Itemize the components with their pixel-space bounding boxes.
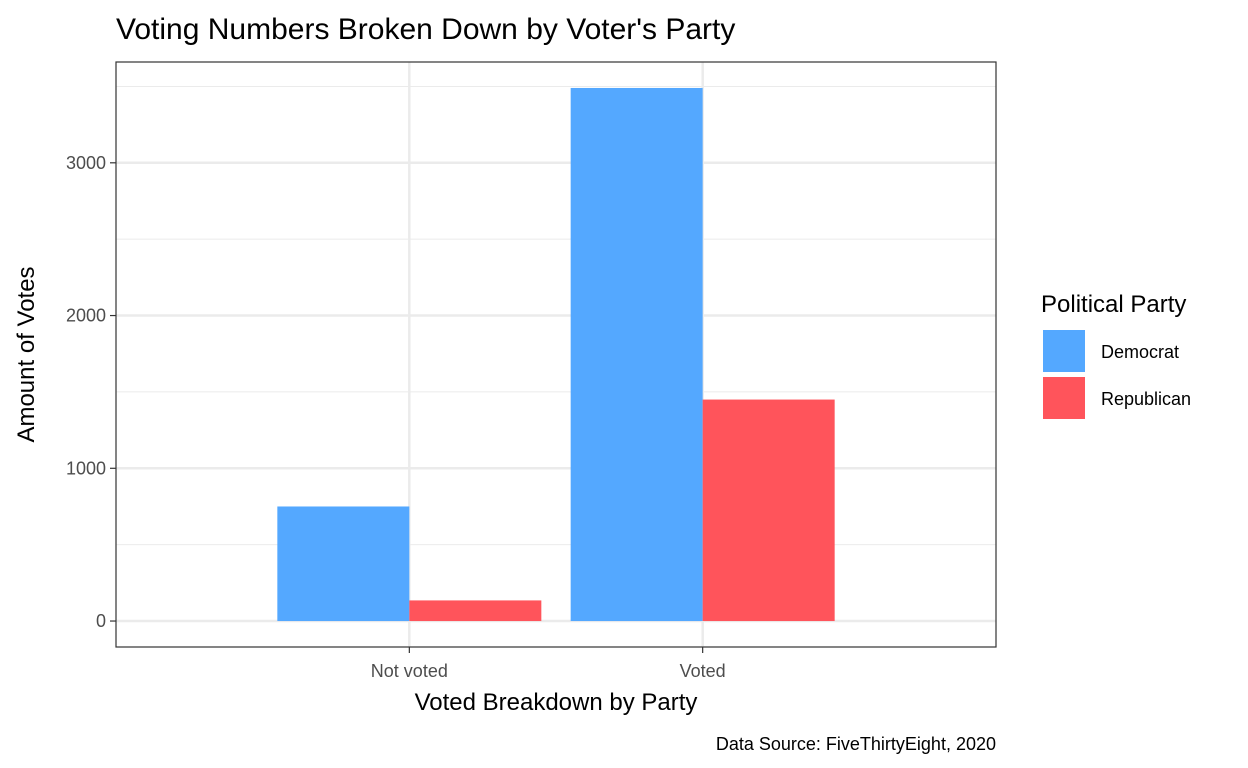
legend-items: Democrat Republican: [1043, 330, 1191, 419]
legend: Political Party Democrat Republican: [1041, 291, 1191, 419]
x-tick-label: Voted: [680, 661, 726, 681]
x-tick-label: Not voted: [371, 661, 448, 681]
legend-label-republican: Republican: [1101, 389, 1191, 409]
bar-republican-voted: [702, 399, 835, 622]
legend-key-democrat: [1043, 330, 1085, 372]
minor-gridlines: [116, 85, 996, 546]
legend-label-democrat: Democrat: [1101, 342, 1179, 362]
y-axis-title: Amount of Votes: [13, 266, 40, 442]
bar-republican-not-voted: [409, 600, 542, 622]
y-tick-label: 1000: [66, 458, 106, 478]
data-source-caption: Data Source: FiveThirtyEight, 2020: [716, 734, 996, 754]
legend-title: Political Party: [1041, 291, 1186, 318]
bars-layer: [277, 87, 835, 622]
y-tick-label: 2000: [66, 306, 106, 326]
legend-key-republican: [1043, 377, 1085, 419]
y-tick-label: 0: [96, 611, 106, 631]
y-axis: 0 1000 2000 3000: [66, 153, 116, 631]
bar-democrat-not-voted: [277, 506, 410, 622]
plot-background: [116, 62, 996, 647]
plot-border: [115, 61, 997, 648]
x-axis: Not voted Voted: [371, 647, 726, 681]
chart-title: Voting Numbers Broken Down by Voter's Pa…: [116, 13, 735, 46]
x-axis-title: Voted Breakdown by Party: [415, 689, 698, 716]
y-tick-label: 3000: [66, 153, 106, 173]
bar-democrat-voted: [570, 87, 703, 622]
